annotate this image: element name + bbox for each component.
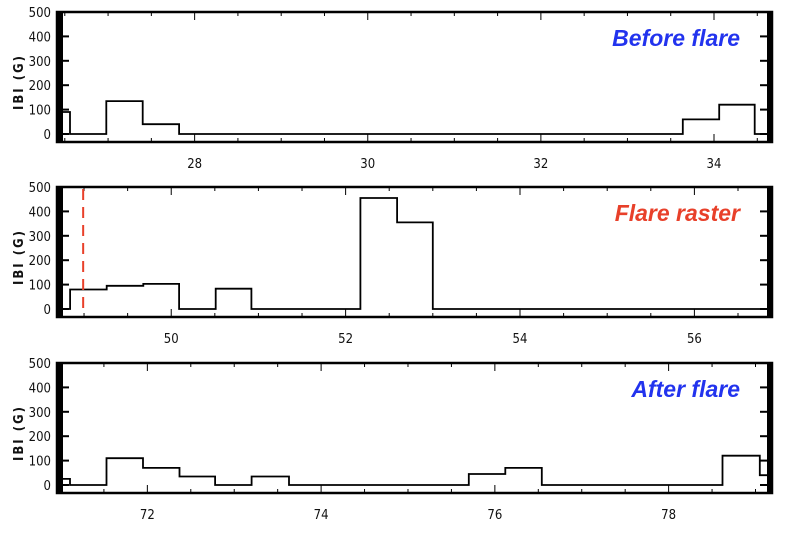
- left-axis-bar: [57, 12, 63, 142]
- x-tick-label: 32: [533, 157, 548, 172]
- y-axis-label: IBI (G): [12, 229, 27, 285]
- right-axis-bar: [767, 12, 773, 142]
- y-tick-label: 500: [29, 181, 51, 196]
- y-tick-label: 100: [29, 455, 51, 470]
- y-tick-label: 500: [29, 357, 51, 372]
- step-series: [57, 100, 772, 135]
- panel-3: 72 74 76 78 0 100 200 300 400 500 IBI (G) After fla…: [12, 357, 774, 523]
- y-tick-label: 400: [29, 381, 51, 396]
- y-tick-label: 200: [29, 254, 51, 269]
- y-tick-label: 200: [29, 79, 51, 94]
- y-tick-label: 0: [44, 479, 51, 494]
- x-tick-label: 28: [187, 157, 202, 172]
- x-tick-label: 78: [661, 508, 676, 523]
- step-series: [57, 197, 772, 310]
- x-tick-label: 72: [140, 508, 155, 523]
- x-tick-label: 74: [314, 508, 329, 523]
- x-tick-label: 52: [338, 332, 353, 347]
- panel-title: Flare raster: [615, 200, 741, 226]
- y-axis-label: IBI (G): [12, 54, 27, 110]
- y-tick-label: 100: [29, 279, 51, 294]
- y-tick-label: 500: [29, 6, 51, 21]
- step-series: [57, 454, 772, 486]
- x-tick-label: 50: [164, 332, 179, 347]
- y-tick-label: 0: [44, 128, 51, 143]
- y-tick-label: 0: [44, 303, 51, 318]
- y-tick-label: 300: [29, 230, 51, 245]
- left-axis-bar: [57, 187, 63, 317]
- panel-title: After flare: [630, 376, 740, 402]
- y-axis-label: IBI (G): [12, 405, 27, 461]
- x-tick-label: 34: [707, 157, 722, 172]
- x-tick-label: 76: [487, 508, 502, 523]
- y-tick-label: 400: [29, 205, 51, 220]
- panel-1: 28 30 32 34 0 100 200 300 400 500 IBI (G) Before fl…: [12, 6, 774, 172]
- right-axis-bar: [767, 363, 773, 493]
- panel-title: Before flare: [612, 25, 740, 51]
- x-tick-label: 56: [687, 332, 702, 347]
- x-tick-label: 30: [360, 157, 375, 172]
- left-axis-bar: [57, 363, 63, 493]
- y-tick-label: 100: [29, 104, 51, 119]
- panel-2: 50 52 54 56 0 100 200 300 400 500 IBI (G) Flare ras…: [12, 181, 774, 347]
- y-tick-label: 300: [29, 406, 51, 421]
- y-tick-label: 200: [29, 430, 51, 445]
- x-tick-label: 54: [513, 332, 528, 347]
- y-tick-label: 300: [29, 55, 51, 70]
- y-tick-label: 400: [29, 30, 51, 45]
- right-axis-bar: [767, 187, 773, 317]
